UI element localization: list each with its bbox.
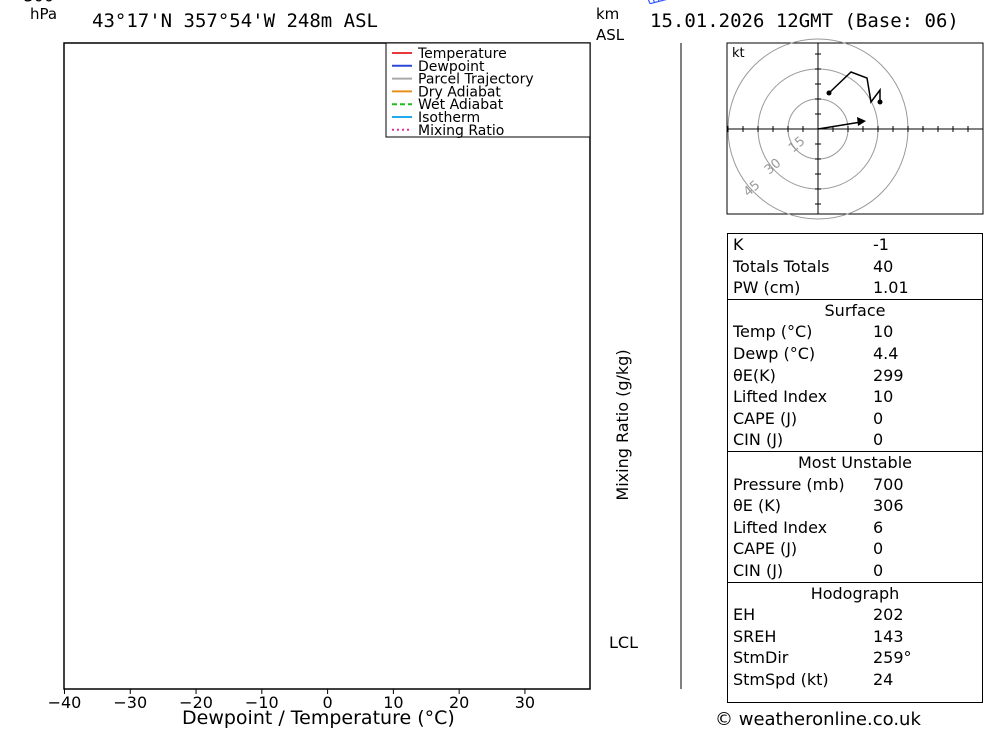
legend-item-label: Isotherm: [418, 110, 480, 126]
index-row: K -1: [733, 235, 889, 254]
wet-adiabat-line: [0, 0, 512, 3]
index-row: Lifted Index 10: [733, 387, 894, 407]
wind-barbs: [647, 0, 682, 689]
wet-adiabat-line: [0, 0, 407, 3]
lcl-label: LCL: [609, 633, 638, 652]
dry-adiabat-line: [273, 0, 1000, 10]
index-row: θE (K) 306: [733, 496, 904, 516]
pressure-tick-label: 300: [23, 0, 54, 6]
legend-item-label: Parcel Trajectory: [418, 72, 534, 88]
legend-item-label: Dewpoint: [418, 59, 485, 75]
copyright: © weatheronline.co.uk: [715, 709, 921, 730]
legend-box: [385, 42, 591, 138]
index-row: CAPE (J) 0: [733, 539, 884, 559]
index-row: SREH 143: [733, 626, 904, 646]
x-tick-label: −10: [245, 693, 279, 712]
hodograph-point: [826, 90, 832, 96]
index-row: Pressure (mb) 700: [733, 474, 904, 494]
unit-asl: ASL: [596, 26, 625, 44]
surface-indices: Temp (°C) 10 Dewp (°C) 4.4 θE(K) 299 Lifted…: [728, 321, 982, 451]
wet-adiabat-line: [13, 0, 539, 3]
x-tick-label: 10: [383, 693, 403, 712]
x-tick-label: 30: [515, 693, 535, 712]
dry-adiabat-line: [456, 0, 1000, 10]
index-row: PW (cm) 1.01: [733, 278, 909, 298]
unit-hpa: hPa: [30, 5, 58, 23]
dry-adiabat-line: [0, 0, 570, 10]
index-row: CAPE (J) 0: [733, 408, 884, 428]
indices-panel: K -1 Totals Totals 40 PW (cm) 1.01 Surface …: [727, 233, 983, 703]
wind-barb-flag: [652, 0, 656, 3]
dry-adiabat-line: [364, 0, 1000, 10]
hodograph-title: Hodograph: [728, 581, 982, 605]
location-title: 43°17'N 357°54'W 248m ASL: [92, 10, 378, 32]
datetime-title: 15.01.2026 12GMT (Base: 06): [650, 10, 959, 32]
wind-barb-staff: [649, 0, 667, 5]
wet-adiabats: [0, 0, 591, 3]
x-axis-title: Dewpoint / Temperature (°C): [182, 707, 455, 729]
dry-adiabat-line: [0, 0, 899, 10]
wet-adiabat-line: [0, 0, 380, 3]
hodograph-trace: [828, 71, 881, 104]
wind-barb-flag: [647, 0, 651, 4]
wind-barb-flag: [657, 0, 660, 2]
basic-indices: K -1 Totals Totals 40 PW (cm) 1.01: [728, 234, 982, 299]
hodograph-indices: EH 202 SREH 143 StmDir 259° StmSpd (kt) 24: [728, 604, 982, 690]
most-unstable-indices: Pressure (mb) 700 θE (K) 306 Lifted Index 6…: [728, 474, 982, 582]
temperature-labels: −40 −30 −20 −10 0 10 20 30: [48, 689, 535, 712]
most-unstable-title: Most Unstable: [728, 450, 982, 474]
index-row: Dewp (°C) 4.4: [733, 343, 899, 363]
unit-km: km: [596, 5, 620, 23]
surface-title: Surface: [728, 298, 982, 322]
index-row: Lifted Index 6: [733, 517, 884, 537]
x-tick-label: −20: [179, 693, 213, 712]
dry-adiabats: [0, 0, 1000, 10]
dry-adiabat-line: [90, 0, 1000, 10]
x-tick-label: −40: [48, 693, 82, 712]
dry-adiabat-line: [136, 0, 1000, 10]
index-row: StmSpd (kt) 24: [733, 669, 894, 689]
wet-adiabat-line: [0, 0, 486, 3]
dry-adiabat-line: [45, 0, 1000, 10]
dry-adiabat-line: [0, 0, 636, 10]
dry-adiabat-line: [0, 0, 1000, 10]
legend-item-label: Temperature: [417, 46, 507, 62]
index-row: StmDir 259°: [733, 648, 912, 668]
wet-adiabat-line: [0, 0, 459, 3]
index-row: CIN (J) 0: [733, 430, 884, 450]
legend-item-label: Mixing Ratio: [418, 123, 504, 139]
index-row: Totals Totals 40: [733, 256, 894, 276]
dry-adiabat-line: [182, 0, 1000, 10]
legend-item-label: Dry Adiabat: [418, 84, 501, 100]
index-row: EH 202: [733, 605, 904, 625]
mixing-ratio-axis-label: Mixing Ratio (g/kg): [613, 349, 632, 500]
dry-adiabat-line: [0, 0, 438, 10]
pressure-labels: 3003504004505005506006507007508008509009…: [23, 0, 54, 6]
wet-adiabat-line: [0, 0, 433, 3]
dry-adiabat-line: [0, 0, 767, 10]
x-tick-label: 0: [323, 693, 333, 712]
wet-adiabat-line: [110, 0, 591, 3]
wet-adiabat-line: [0, 0, 143, 3]
hodograph-unit-label: kt: [732, 46, 745, 61]
x-tick-label: −30: [113, 693, 147, 712]
legend-item-label: Wet Adiabat: [418, 97, 504, 113]
hodograph-point: [877, 99, 883, 105]
wet-adiabat-line: [0, 0, 117, 3]
dry-adiabat-line: [410, 0, 1000, 10]
index-row: CIN (J) 0: [733, 560, 884, 580]
dry-adiabat-line: [0, 0, 504, 10]
storm-motion-arrowhead: [857, 117, 866, 126]
storm-motion-vector: [817, 121, 862, 130]
index-row: θE(K) 299: [733, 365, 904, 385]
plot-frame: [63, 42, 591, 690]
dry-adiabat-line: [0, 0, 965, 10]
x-tick-label: 20: [449, 693, 469, 712]
index-row: Temp (°C) 10: [733, 322, 894, 342]
wet-adiabat-line: [65, 0, 565, 3]
dry-adiabat-line: [0, 0, 833, 10]
